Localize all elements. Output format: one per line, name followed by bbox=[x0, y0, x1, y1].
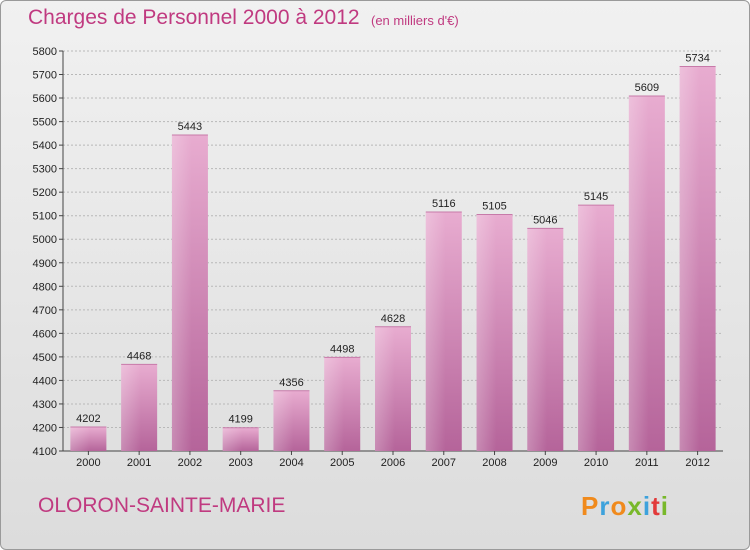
x-tick-label-2004: 2004 bbox=[279, 457, 303, 469]
city-name: OLORON-SAINTE-MARIE bbox=[38, 494, 286, 517]
y-tick-label: 5800 bbox=[33, 46, 57, 58]
data-label-2002: 5443 bbox=[178, 121, 202, 133]
y-tick-label: 5100 bbox=[33, 211, 57, 223]
y-tick-label: 5000 bbox=[33, 234, 57, 246]
x-tick-label-2007: 2007 bbox=[432, 457, 456, 469]
bar-highlight bbox=[70, 427, 91, 451]
data-label-2006: 4628 bbox=[381, 313, 405, 325]
y-tick-label: 5500 bbox=[33, 117, 57, 129]
y-tick-label: 4200 bbox=[33, 422, 57, 434]
y-tick-label: 4300 bbox=[33, 399, 57, 411]
data-label-2003: 4199 bbox=[228, 414, 252, 426]
x-tick-label-2002: 2002 bbox=[178, 457, 202, 469]
bar-highlight bbox=[171, 135, 192, 451]
proxiti-logo: Proxiti bbox=[581, 491, 669, 521]
data-label-2010: 5145 bbox=[584, 191, 608, 203]
x-tick-label-2012: 2012 bbox=[685, 457, 709, 469]
x-tick-label-2003: 2003 bbox=[228, 457, 252, 469]
bar-highlight bbox=[222, 427, 243, 451]
y-tick-label: 4500 bbox=[33, 352, 57, 364]
bar-highlight bbox=[578, 205, 598, 451]
data-label-2012: 5734 bbox=[685, 53, 709, 65]
bar-highlight bbox=[527, 228, 548, 451]
bar-highlight bbox=[273, 390, 294, 451]
bar-highlight bbox=[679, 66, 700, 451]
bar-highlight bbox=[375, 326, 395, 451]
x-tick-label-2011: 2011 bbox=[635, 457, 659, 469]
y-tick-label: 4400 bbox=[33, 375, 57, 387]
data-label-2007: 5116 bbox=[432, 198, 456, 210]
chart-title: Charges de Personnel 2000 à 2012 bbox=[28, 6, 360, 29]
y-tick-label: 4800 bbox=[33, 281, 57, 293]
y-tick-label: 5400 bbox=[33, 140, 57, 152]
data-label-2000: 4202 bbox=[76, 413, 100, 425]
data-label-2011: 5609 bbox=[635, 82, 659, 94]
y-tick-label: 5700 bbox=[33, 70, 57, 82]
x-tick-label-2010: 2010 bbox=[584, 457, 608, 469]
x-tick-label-2005: 2005 bbox=[330, 457, 354, 469]
data-label-2008: 5105 bbox=[482, 201, 506, 213]
bar-highlight bbox=[121, 364, 141, 451]
y-tick-label: 4700 bbox=[33, 305, 57, 317]
bar-highlight bbox=[425, 211, 446, 451]
x-tick-label-2009: 2009 bbox=[533, 457, 557, 469]
data-label-2004: 4356 bbox=[279, 377, 303, 389]
x-tick-label-2006: 2006 bbox=[381, 457, 405, 469]
bar-highlight bbox=[324, 357, 345, 451]
x-tick-label-2008: 2008 bbox=[482, 457, 506, 469]
chart-subtitle: (en milliers d'€) bbox=[371, 13, 459, 28]
y-tick-label: 4900 bbox=[33, 258, 57, 270]
x-tick-label-2000: 2000 bbox=[76, 457, 100, 469]
bar-highlight bbox=[476, 214, 497, 451]
y-tick-label: 5600 bbox=[33, 93, 57, 105]
x-tick-label-2001: 2001 bbox=[127, 457, 151, 469]
y-tick-label: 4600 bbox=[33, 328, 57, 340]
bar-highlight bbox=[628, 95, 649, 452]
data-label-2009: 5046 bbox=[533, 214, 557, 226]
y-tick-label: 4100 bbox=[33, 446, 57, 458]
data-label-2001: 4468 bbox=[127, 350, 151, 362]
y-tick-label: 5300 bbox=[33, 164, 57, 176]
data-label-2005: 4498 bbox=[330, 343, 354, 355]
y-tick-label: 5200 bbox=[33, 187, 57, 199]
